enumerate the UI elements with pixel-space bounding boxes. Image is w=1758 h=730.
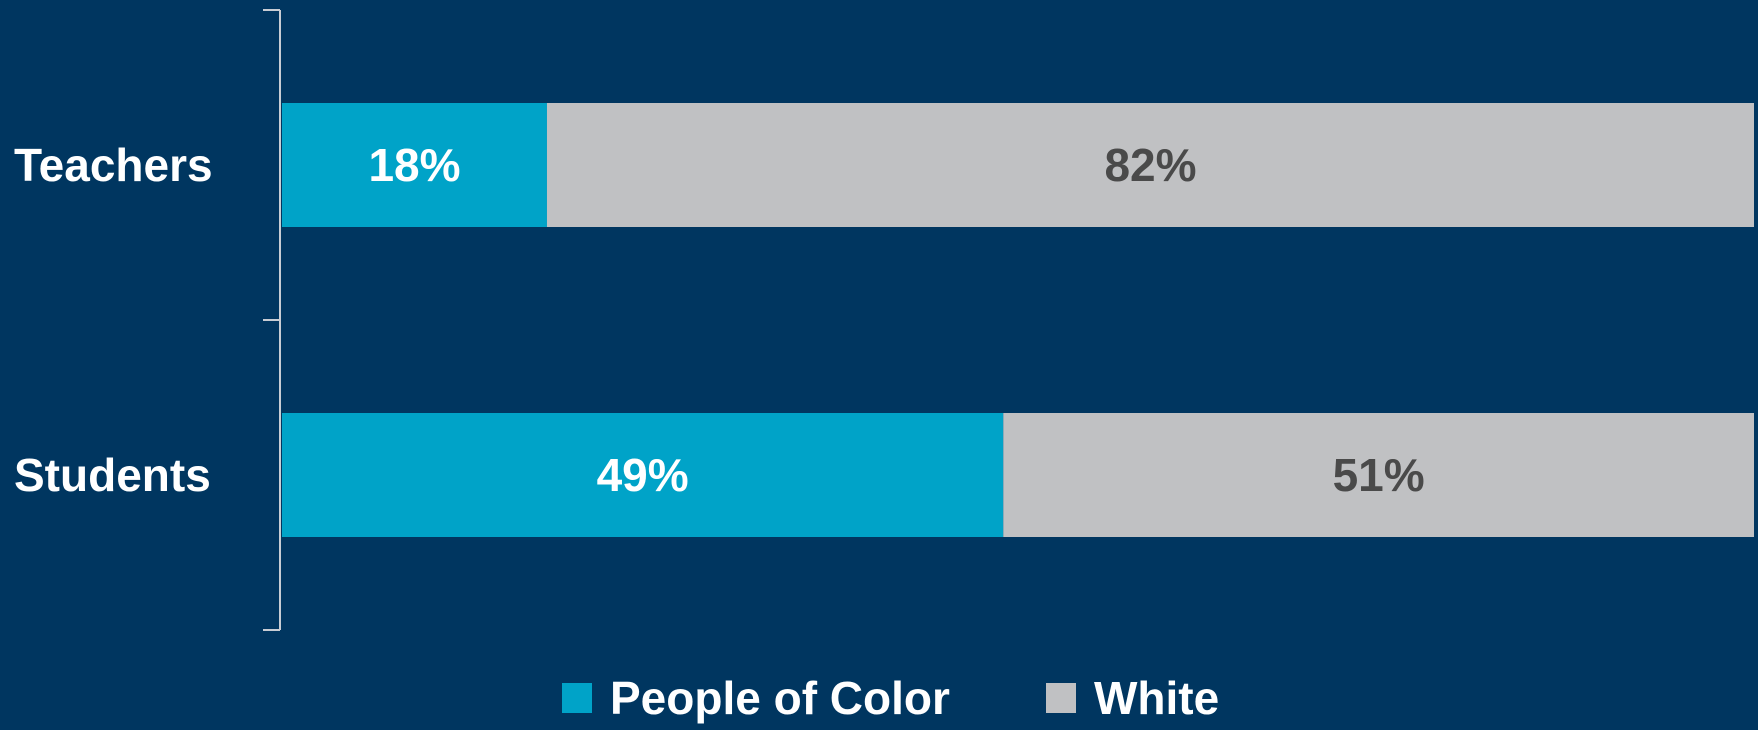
legend-label-people-of-color: People of Color	[610, 672, 950, 724]
data-label-teachers-white: 82%	[1104, 139, 1196, 191]
legend-label-white: White	[1094, 672, 1219, 724]
bars: 18% 82% 49% 51%	[282, 103, 1755, 537]
bar-teachers-white	[546, 103, 1755, 227]
bar-students-white	[1003, 413, 1754, 537]
data-label-students-people-of-color: 49%	[597, 449, 689, 501]
legend-swatch-white	[1046, 683, 1076, 713]
legend: People of Color White	[562, 672, 1219, 724]
legend-swatch-people-of-color	[562, 683, 592, 713]
category-label-students: Students	[14, 449, 211, 501]
bar-teachers-people-of-color	[282, 103, 547, 227]
y-axis	[263, 9, 281, 631]
data-label-teachers-people-of-color: 18%	[368, 139, 460, 191]
bar-students-people-of-color	[282, 413, 1004, 537]
data-label-students-white: 51%	[1333, 449, 1425, 501]
category-label-teachers: Teachers	[14, 139, 213, 191]
